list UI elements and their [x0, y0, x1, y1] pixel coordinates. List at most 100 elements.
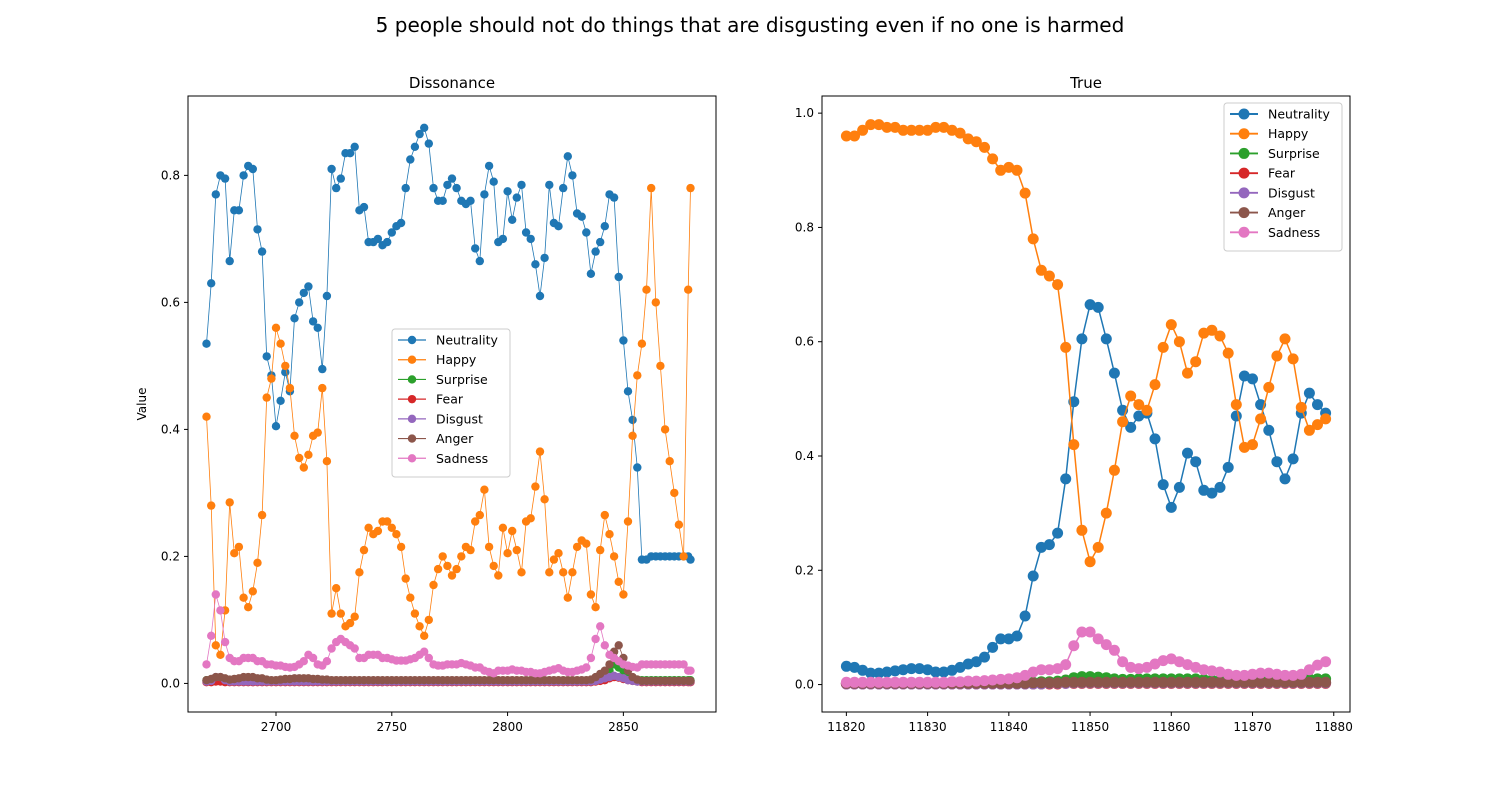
legend-label: Anger	[436, 431, 474, 446]
data-point	[1117, 656, 1129, 668]
legend-item-fear: Fear	[398, 392, 464, 407]
data-point	[517, 568, 526, 577]
data-point	[857, 124, 869, 136]
data-point	[686, 183, 695, 193]
data-point	[665, 457, 674, 466]
data-point	[1247, 439, 1258, 451]
data-point	[840, 676, 852, 688]
data-point	[392, 530, 401, 539]
data-point	[503, 549, 512, 558]
legend-item-fear: Fear	[1230, 166, 1296, 181]
data-point	[433, 564, 443, 574]
data-point	[946, 676, 958, 688]
data-point	[1060, 473, 1072, 485]
data-point	[308, 653, 318, 663]
data-point	[1100, 333, 1112, 345]
data-point	[995, 673, 1007, 685]
legend-label: Surprise	[1268, 146, 1320, 161]
data-point	[526, 234, 535, 244]
data-point	[609, 552, 619, 561]
data-point	[225, 498, 234, 507]
data-point	[559, 183, 568, 193]
data-point	[387, 228, 396, 237]
data-point	[586, 590, 596, 599]
data-point	[1043, 539, 1055, 551]
data-point	[596, 545, 605, 555]
axes-frame	[187, 95, 717, 713]
data-point	[401, 574, 410, 583]
data-point	[1100, 507, 1112, 519]
data-point	[535, 447, 545, 456]
data-point	[1312, 676, 1323, 688]
data-point	[873, 667, 885, 679]
data-point	[623, 387, 633, 396]
data-point	[308, 317, 318, 326]
data-point	[429, 183, 438, 193]
data-point	[987, 153, 999, 165]
data-point	[881, 121, 893, 133]
data-point	[410, 142, 420, 151]
data-point	[332, 183, 341, 193]
data-point	[1157, 676, 1169, 688]
data-point	[1238, 669, 1250, 681]
legend-label: Sadness	[436, 451, 488, 466]
data-point	[359, 545, 369, 555]
data-point	[1043, 677, 1055, 689]
series-happy	[202, 183, 695, 659]
data-point	[1133, 399, 1145, 411]
data-point	[979, 651, 990, 663]
data-point	[596, 237, 605, 247]
data-point	[1222, 461, 1234, 473]
data-point	[1263, 676, 1275, 688]
data-point	[420, 647, 429, 656]
data-point	[512, 193, 521, 202]
data-point	[216, 606, 225, 615]
data-point	[1157, 341, 1169, 353]
data-point	[1133, 663, 1145, 675]
data-point	[345, 618, 355, 628]
series-happy	[840, 119, 1332, 568]
legend-item-neutrality: Neutrality	[1230, 107, 1331, 122]
data-point	[383, 237, 392, 247]
data-point	[1173, 676, 1185, 688]
chart-dissonance: Dissonance Value 2700 2750 2800 2850 0.0 0.2 0.4…	[135, 74, 717, 734]
data-point	[1295, 668, 1307, 680]
data-point	[531, 260, 540, 269]
data-point	[207, 279, 216, 288]
data-point	[1019, 187, 1031, 199]
data-point	[1222, 676, 1234, 688]
data-point	[1133, 676, 1145, 688]
axes-frame	[821, 95, 1351, 713]
y-tick-label: 0.2	[795, 563, 814, 577]
data-point	[420, 123, 429, 132]
data-point	[628, 431, 637, 440]
data-point	[322, 291, 332, 301]
y-tick-label: 0.8	[795, 220, 814, 234]
data-point	[954, 127, 966, 139]
data-point	[1287, 669, 1299, 681]
data-point	[1247, 668, 1258, 680]
x-tick-label: 11830	[909, 720, 947, 734]
data-point	[1068, 640, 1080, 652]
data-point	[656, 361, 665, 371]
data-point	[1214, 676, 1226, 688]
data-point	[1230, 669, 1242, 681]
data-point	[257, 247, 267, 256]
legend-label: Happy	[1268, 126, 1309, 141]
data-point	[954, 676, 966, 688]
x-tick-label: 2850	[608, 720, 639, 734]
data-point	[211, 190, 220, 199]
y-tick-label: 0.6	[795, 335, 814, 349]
data-point	[1287, 353, 1299, 365]
data-point	[471, 517, 480, 526]
legend-marker	[1238, 187, 1250, 199]
data-point	[1141, 404, 1153, 416]
data-point	[484, 542, 494, 552]
data-point	[410, 609, 420, 618]
data-point	[262, 393, 271, 402]
data-point	[1149, 433, 1161, 445]
data-point	[1043, 270, 1055, 282]
data-point	[276, 339, 285, 348]
data-point	[1295, 676, 1307, 688]
y-tick-label: 0.4	[161, 422, 180, 436]
